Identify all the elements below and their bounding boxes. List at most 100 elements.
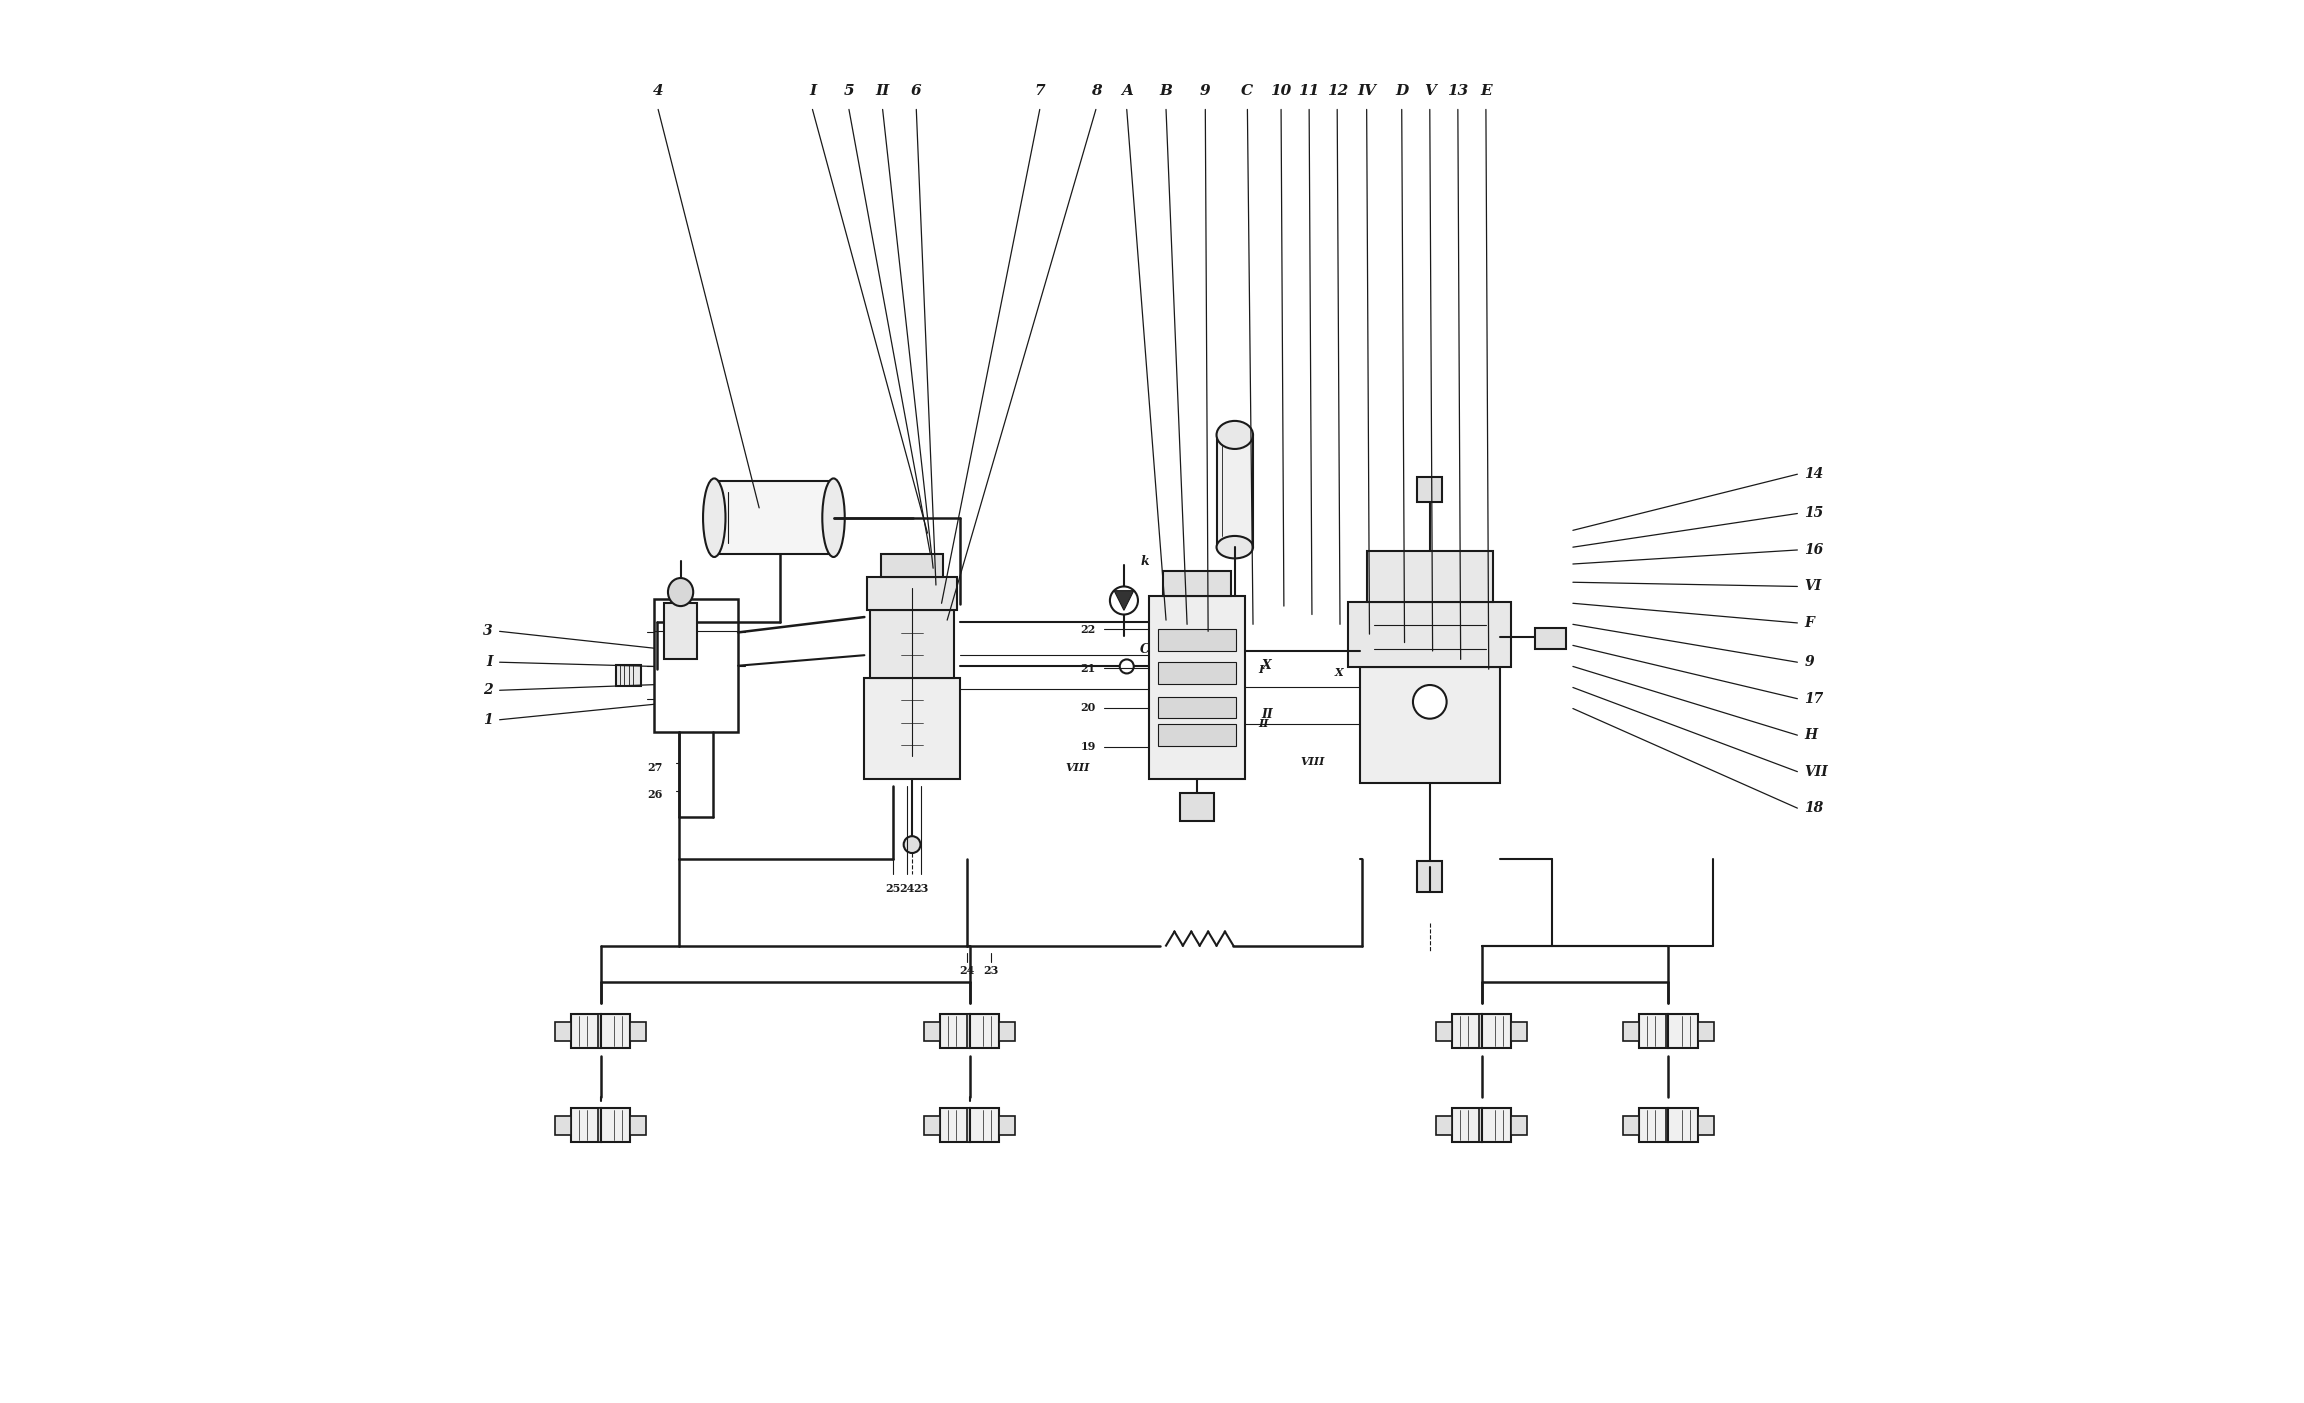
Bar	[571, 1108, 601, 1142]
Bar	[970, 1014, 1000, 1048]
Text: 17: 17	[1804, 692, 1825, 706]
Bar	[1359, 668, 1500, 783]
Bar	[1452, 1014, 1481, 1048]
Text: 5: 5	[843, 84, 855, 98]
Text: C: C	[1242, 84, 1253, 98]
Bar	[654, 599, 737, 732]
Circle shape	[1412, 685, 1447, 718]
Bar	[871, 610, 954, 678]
Bar	[1180, 793, 1214, 821]
Bar	[1638, 1108, 1668, 1142]
Bar	[1366, 551, 1493, 602]
Bar	[601, 1014, 629, 1048]
Bar	[968, 1014, 972, 1048]
Text: VI: VI	[1804, 579, 1822, 593]
Text: 12: 12	[1327, 84, 1348, 98]
Text: k: k	[1140, 554, 1150, 568]
Bar	[1622, 1115, 1638, 1135]
Circle shape	[1111, 586, 1138, 615]
Bar	[1417, 477, 1442, 502]
Bar	[940, 1108, 970, 1142]
Bar	[714, 481, 834, 554]
Bar	[924, 1115, 940, 1135]
Text: 24: 24	[899, 882, 915, 894]
Bar	[1435, 1115, 1452, 1135]
Bar	[924, 1021, 940, 1041]
Ellipse shape	[823, 478, 846, 557]
Circle shape	[1120, 659, 1134, 673]
Bar	[601, 1108, 629, 1142]
Bar	[1217, 435, 1253, 547]
Text: II: II	[876, 84, 889, 98]
Text: 6: 6	[910, 84, 922, 98]
Text: II: II	[1260, 709, 1274, 721]
Bar	[1698, 1115, 1714, 1135]
Text: 24: 24	[958, 965, 975, 976]
Bar	[1638, 1014, 1668, 1048]
Bar	[864, 678, 961, 779]
Bar	[599, 1108, 604, 1142]
Text: II: II	[1258, 718, 1270, 730]
Text: D: D	[1396, 84, 1408, 98]
Bar	[1481, 1014, 1511, 1048]
Text: 9: 9	[1200, 84, 1210, 98]
Ellipse shape	[1217, 536, 1253, 558]
Bar	[1666, 1014, 1670, 1048]
Text: 10: 10	[1270, 84, 1293, 98]
Bar	[1479, 1014, 1484, 1048]
Bar	[555, 1021, 571, 1041]
Bar	[1157, 629, 1237, 651]
Bar	[1479, 1108, 1484, 1142]
Text: 14: 14	[1804, 467, 1825, 481]
Text: C: C	[1140, 643, 1150, 657]
Bar	[968, 1108, 972, 1142]
Text: 2: 2	[484, 683, 493, 697]
Text: H: H	[1804, 728, 1818, 742]
Bar	[629, 1021, 645, 1041]
Text: 27: 27	[647, 762, 661, 773]
Text: 9: 9	[1804, 655, 1813, 669]
Text: I: I	[486, 655, 493, 669]
Bar	[1668, 1014, 1698, 1048]
Bar	[1000, 1021, 1016, 1041]
Ellipse shape	[1217, 421, 1253, 449]
Bar	[1157, 724, 1237, 746]
Text: 23: 23	[912, 882, 929, 894]
Bar	[629, 1115, 645, 1135]
Bar	[599, 1014, 604, 1048]
Text: 25: 25	[885, 882, 901, 894]
Text: VIII: VIII	[1067, 762, 1090, 773]
Circle shape	[903, 836, 922, 853]
Text: IV: IV	[1357, 84, 1375, 98]
Bar	[1164, 571, 1230, 596]
Bar	[1668, 1108, 1698, 1142]
Text: X: X	[1334, 668, 1343, 679]
Bar	[664, 603, 698, 659]
Bar	[555, 1115, 571, 1135]
Bar	[1452, 1108, 1481, 1142]
Text: 7: 7	[1034, 84, 1046, 98]
Text: VIII: VIII	[1299, 756, 1325, 767]
Text: F: F	[1804, 616, 1813, 630]
Bar	[866, 577, 956, 610]
Bar	[1511, 1115, 1528, 1135]
Bar	[1157, 662, 1237, 683]
Text: 11: 11	[1299, 84, 1320, 98]
Text: 1: 1	[484, 713, 493, 727]
Ellipse shape	[703, 478, 726, 557]
Bar	[940, 1014, 970, 1048]
Text: 19: 19	[1081, 741, 1097, 752]
Bar	[1417, 861, 1442, 892]
Bar	[1348, 602, 1511, 668]
Text: I: I	[809, 84, 816, 98]
Bar	[1534, 627, 1567, 648]
Bar	[1698, 1021, 1714, 1041]
Text: VII: VII	[1804, 765, 1827, 779]
Bar	[880, 554, 942, 577]
Text: 22: 22	[1081, 623, 1097, 634]
Text: V: V	[1424, 84, 1435, 98]
Text: 8: 8	[1090, 84, 1101, 98]
Text: 13: 13	[1447, 84, 1468, 98]
Bar	[1511, 1021, 1528, 1041]
Bar	[1150, 596, 1244, 779]
